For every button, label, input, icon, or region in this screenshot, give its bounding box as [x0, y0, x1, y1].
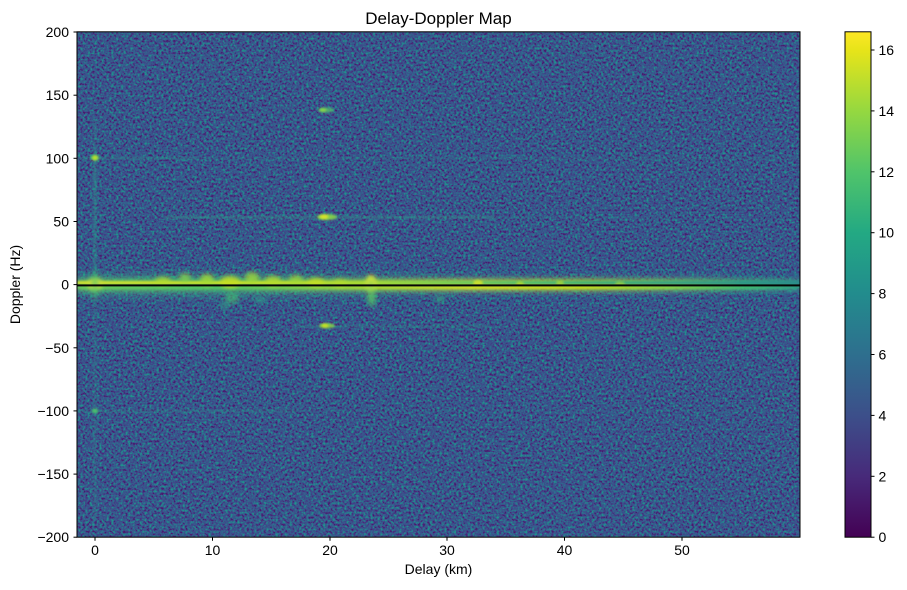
svg-text:200: 200 — [46, 24, 70, 40]
svg-text:0: 0 — [879, 529, 887, 545]
svg-text:Delay (km): Delay (km) — [405, 561, 473, 577]
svg-text:Doppler (Hz): Doppler (Hz) — [7, 245, 23, 324]
svg-text:2: 2 — [879, 468, 887, 484]
svg-text:14: 14 — [879, 103, 895, 119]
svg-text:6: 6 — [879, 347, 887, 363]
svg-text:0: 0 — [91, 542, 99, 558]
svg-text:150: 150 — [46, 87, 70, 103]
svg-text:50: 50 — [674, 542, 690, 558]
svg-text:10: 10 — [205, 542, 221, 558]
svg-text:50: 50 — [53, 214, 69, 230]
svg-text:−50: −50 — [45, 340, 69, 356]
svg-text:4: 4 — [879, 407, 887, 423]
svg-text:−200: −200 — [37, 529, 69, 545]
svg-text:40: 40 — [557, 542, 573, 558]
svg-text:0: 0 — [61, 277, 69, 293]
svg-text:−150: −150 — [37, 466, 69, 482]
svg-text:−100: −100 — [37, 403, 69, 419]
svg-text:Delay-Doppler Map: Delay-Doppler Map — [365, 9, 511, 28]
svg-text:12: 12 — [879, 164, 895, 180]
svg-text:16: 16 — [879, 42, 895, 58]
svg-text:10: 10 — [879, 225, 895, 241]
svg-text:8: 8 — [879, 286, 887, 302]
svg-text:20: 20 — [322, 542, 338, 558]
svg-text:30: 30 — [439, 542, 455, 558]
svg-text:100: 100 — [46, 150, 70, 166]
